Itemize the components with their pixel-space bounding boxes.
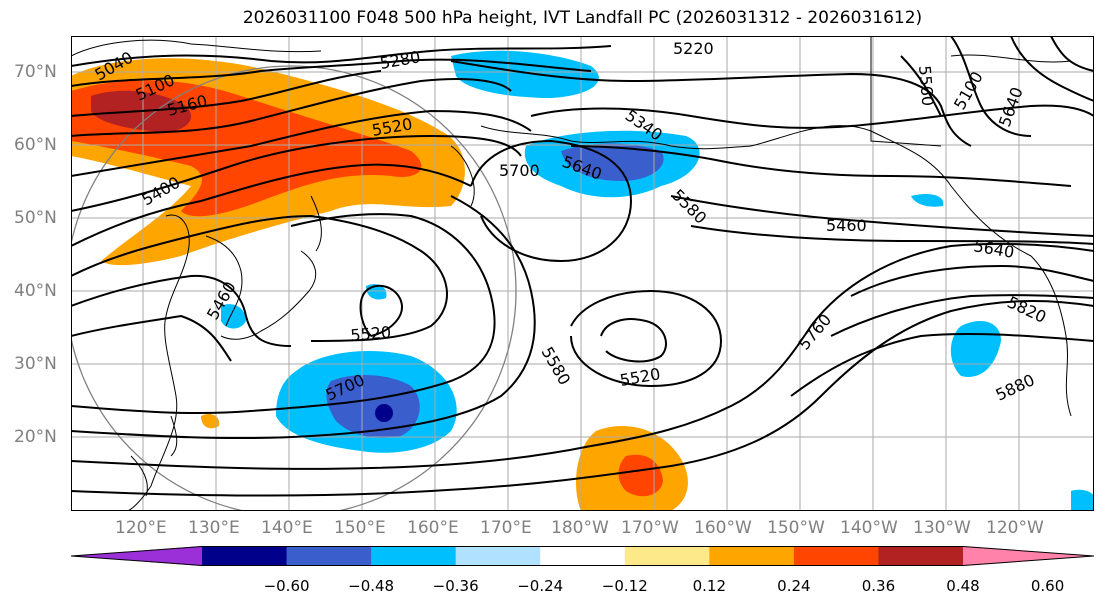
colorbar-segment bbox=[540, 546, 626, 566]
colorbar-segment bbox=[709, 546, 795, 566]
contour-label: 5220 bbox=[673, 39, 714, 58]
colorbar-extension-min bbox=[71, 546, 202, 566]
height-contours bbox=[71, 36, 1094, 497]
colorbar-segment bbox=[202, 546, 288, 566]
colorbar-tick-label: −0.24 bbox=[517, 577, 564, 595]
colorbar-segment bbox=[286, 546, 372, 566]
lon-label-140e: 140°E bbox=[261, 518, 313, 538]
colorbar-segment bbox=[793, 546, 879, 566]
contour-label: 5560 bbox=[915, 65, 937, 107]
lon-label-120e: 120°E bbox=[115, 518, 167, 538]
contour-label: 5520 bbox=[350, 323, 392, 345]
lon-label-170e: 170°E bbox=[480, 518, 532, 538]
colorbar-tick-label: −0.60 bbox=[263, 577, 310, 595]
map-title: 2026031100 F048 500 hPa height, IVT Land… bbox=[242, 8, 923, 28]
colorbar bbox=[71, 546, 1094, 566]
lon-label-140w: 140°W bbox=[840, 518, 898, 538]
colorbar-tick-label: 0.48 bbox=[946, 577, 980, 595]
colorbar-segment bbox=[624, 546, 710, 566]
map-panel: 5040 5100 5160 5280 5220 5560 5100 5640 … bbox=[71, 36, 1094, 511]
colorbar-tick-label: −0.48 bbox=[348, 577, 395, 595]
colorbar-segment bbox=[455, 546, 541, 566]
lat-label-40: 40°N bbox=[14, 281, 57, 301]
colorbar-tick-label: 0.60 bbox=[1030, 577, 1065, 595]
lon-label-120w: 120°W bbox=[986, 518, 1044, 538]
colorbar-tick-label: 0.24 bbox=[777, 577, 811, 595]
colorbar-segment bbox=[371, 546, 457, 566]
lat-label-20: 20°N bbox=[14, 427, 57, 447]
contour-label: 5700 bbox=[499, 161, 540, 180]
lon-label-130w: 130°W bbox=[913, 518, 971, 538]
contour-label: 5460 bbox=[826, 216, 867, 235]
colorbar-tick-label: −0.36 bbox=[432, 577, 479, 595]
lat-label-50: 50°N bbox=[14, 208, 57, 228]
colorbar-outline bbox=[71, 546, 1094, 566]
lat-label-60: 60°N bbox=[14, 135, 57, 155]
lon-label-150e: 150°E bbox=[334, 518, 386, 538]
lon-label-180w: 180°W bbox=[551, 518, 609, 538]
colorbar-segment bbox=[878, 546, 964, 566]
colorbar-tick-label: 0.36 bbox=[861, 577, 896, 595]
lon-label-170w: 170°W bbox=[621, 518, 679, 538]
lat-label-70: 70°N bbox=[14, 62, 57, 82]
lat-label-30: 30°N bbox=[14, 354, 57, 374]
colorbar-tick-label: −0.12 bbox=[601, 577, 648, 595]
lon-label-160w: 160°W bbox=[694, 518, 752, 538]
colorbar-extension-max bbox=[963, 546, 1094, 566]
colorbar-tick-label: 0.12 bbox=[692, 577, 727, 595]
lon-label-130e: 130°E bbox=[188, 518, 240, 538]
lon-label-150w: 150°W bbox=[767, 518, 825, 538]
range-circle bbox=[71, 65, 517, 511]
lon-label-160e: 160°E bbox=[407, 518, 459, 538]
